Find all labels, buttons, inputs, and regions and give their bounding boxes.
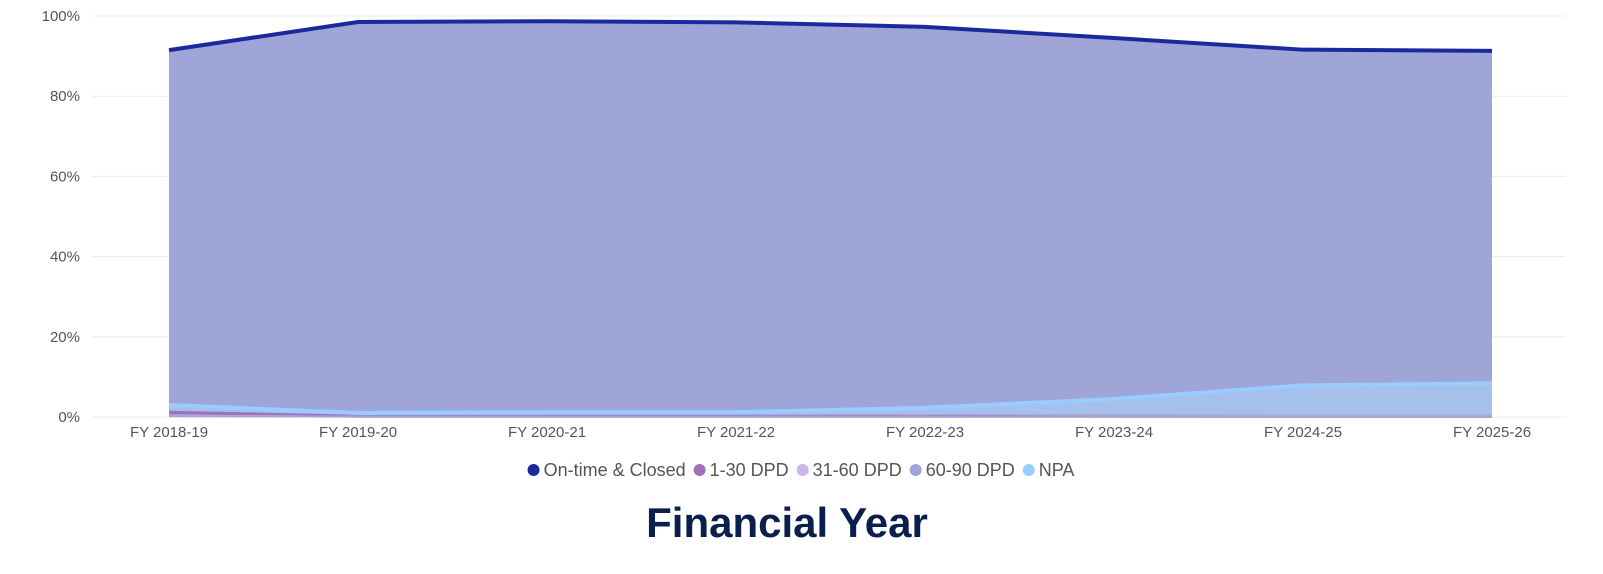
y-tick-label: 80%: [50, 88, 80, 105]
y-tick-label: 0%: [58, 409, 80, 426]
x-tick-label: FY 2018-19: [130, 424, 208, 441]
legend-item[interactable]: On-time & Closed: [528, 460, 686, 480]
legend-marker: [910, 464, 922, 476]
legend-label: 31-60 DPD: [813, 460, 902, 480]
legend-item[interactable]: 60-90 DPD: [910, 460, 1015, 480]
legend-marker: [1023, 464, 1035, 476]
x-tick-label: FY 2025-26: [1453, 424, 1531, 441]
y-tick-label: 60%: [50, 168, 80, 185]
y-axis-ticks: 0% 20% 40% 60% 80% 100%: [42, 8, 80, 426]
x-tick-label: FY 2020-21: [508, 424, 586, 441]
area-layer: [169, 21, 1492, 417]
y-tick-label: 40%: [50, 249, 80, 266]
legend-marker: [528, 464, 540, 476]
legend-marker: [797, 464, 809, 476]
legend-marker: [694, 464, 706, 476]
x-axis-title: Financial Year: [646, 499, 928, 546]
area-on-time-closed: [169, 21, 1492, 417]
legend-label: 60-90 DPD: [926, 460, 1015, 480]
y-tick-label: 20%: [50, 329, 80, 346]
legend-item[interactable]: 1-30 DPD: [694, 460, 789, 480]
legend: On-time & Closed 1-30 DPD 31-60 DPD 60-90 D…: [528, 460, 1075, 480]
legend-item[interactable]: 31-60 DPD: [797, 460, 902, 480]
legend-item[interactable]: NPA: [1023, 460, 1075, 480]
x-tick-label: FY 2021-22: [697, 424, 775, 441]
legend-label: On-time & Closed: [544, 460, 686, 480]
x-tick-label: FY 2022-23: [886, 424, 964, 441]
y-tick-label: 100%: [42, 8, 80, 25]
x-tick-label: FY 2019-20: [319, 424, 397, 441]
x-tick-label: FY 2023-24: [1075, 424, 1153, 441]
x-tick-label: FY 2024-25: [1264, 424, 1342, 441]
legend-label: 1-30 DPD: [710, 460, 789, 480]
legend-label: NPA: [1039, 460, 1075, 480]
x-axis-ticks: FY 2018-19 FY 2019-20 FY 2020-21 FY 2021-22…: [130, 424, 1531, 441]
